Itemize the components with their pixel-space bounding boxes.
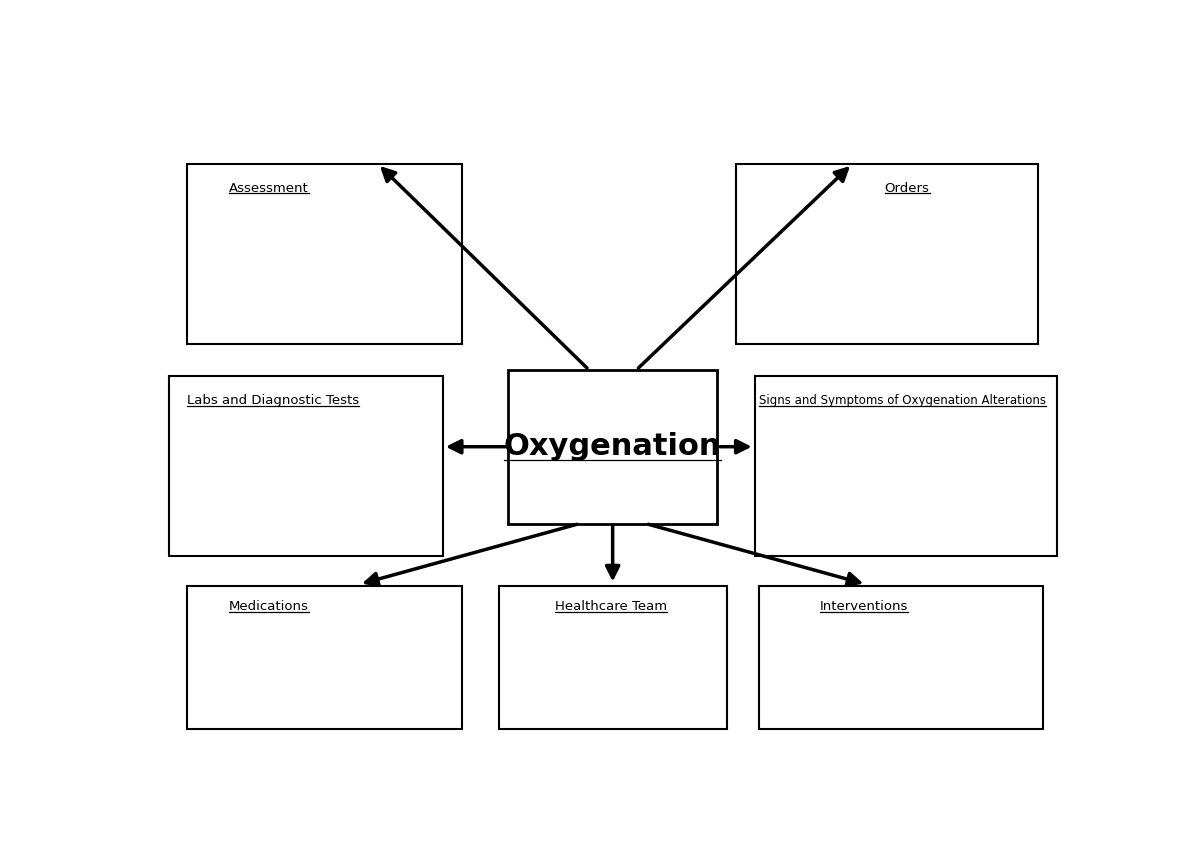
Text: Medications: Medications (229, 600, 308, 613)
Text: Healthcare Team: Healthcare Team (554, 600, 667, 613)
Bar (187, 586, 462, 729)
Bar (499, 586, 727, 729)
Text: Oxygenation: Oxygenation (504, 432, 721, 461)
Bar (760, 586, 1043, 729)
Bar (755, 376, 1057, 556)
Text: Assessment: Assessment (229, 182, 308, 194)
Bar (187, 164, 462, 344)
Text: Interventions: Interventions (820, 600, 908, 613)
Bar (168, 376, 443, 556)
Text: Orders: Orders (884, 182, 930, 194)
Text: Labs and Diagnostic Tests: Labs and Diagnostic Tests (187, 394, 359, 408)
Bar (736, 164, 1038, 344)
Bar (508, 370, 718, 524)
Text: Signs and Symptoms of Oxygenation Alterations: Signs and Symptoms of Oxygenation Altera… (760, 394, 1046, 408)
